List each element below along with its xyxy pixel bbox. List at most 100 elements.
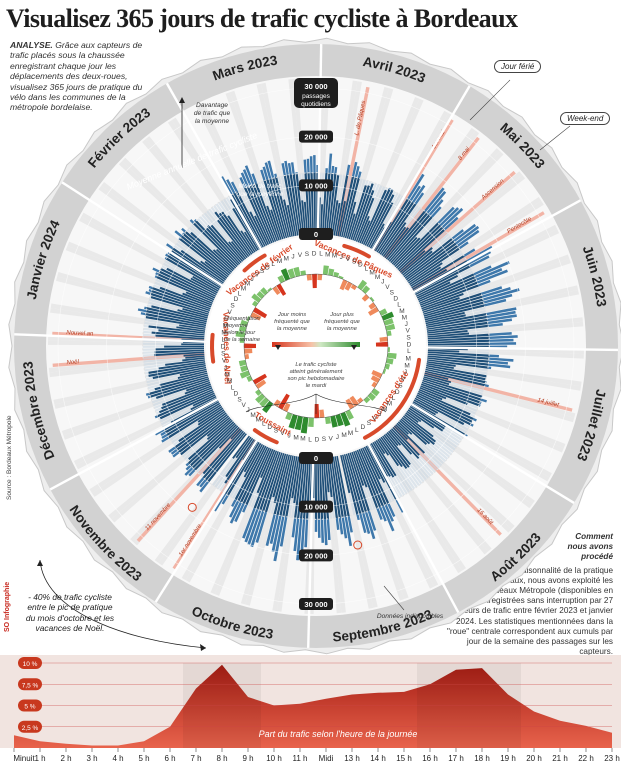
- day-bar: [185, 291, 213, 304]
- day-bar: [181, 343, 205, 346]
- day-bar: [341, 177, 358, 238]
- day-bar-above-mean: [296, 518, 303, 561]
- day-bar-above-mean: [314, 519, 318, 532]
- day-bar-above-mean: [486, 307, 517, 316]
- day-bar: [423, 374, 452, 384]
- weekday-cell: [369, 296, 375, 302]
- pic-line: le mardi: [306, 383, 327, 389]
- day-gap-below-mean: [155, 278, 187, 294]
- day-bar-above-mean: [395, 499, 405, 513]
- day-bar-above-mean: [412, 184, 426, 203]
- day-bar: [270, 209, 282, 240]
- day-bar-above-mean: [426, 190, 447, 214]
- day-gap-below-mean: [169, 421, 199, 441]
- day-bar-above-mean: [320, 519, 325, 543]
- day-bar: [227, 215, 254, 254]
- day-bar: [424, 372, 449, 380]
- weekday-letter: V: [222, 358, 227, 365]
- day-gap-below-mean: [365, 486, 376, 510]
- weekday-letter: V: [405, 328, 410, 335]
- weekday-cell: [356, 397, 364, 404]
- day-bar: [159, 372, 208, 387]
- day-gap-below-mean: [383, 194, 402, 225]
- day-bar-above-mean: [474, 261, 510, 279]
- day-gap-below-mean: [210, 206, 217, 213]
- day-bar-above-mean: [313, 155, 316, 173]
- day-bar: [200, 260, 227, 281]
- day-bar-above-mean: [453, 223, 477, 243]
- day-bar-above-mean: [379, 506, 387, 522]
- day-bar: [426, 321, 488, 332]
- day-bar: [380, 436, 403, 468]
- moins-line: que la moyenne: [237, 191, 284, 198]
- day-gap-below-mean: [280, 175, 289, 206]
- day-bar: [389, 429, 413, 455]
- day-bar: [329, 175, 340, 236]
- day-bar-above-mean: [181, 227, 187, 233]
- day-gap-below-mean: [145, 376, 153, 381]
- day-bar-above-mean: [220, 176, 233, 196]
- day-gap-below-mean: [188, 226, 215, 251]
- day-bar: [156, 276, 214, 303]
- day-gap-below-mean: [155, 411, 160, 415]
- weekday-cell: [370, 375, 381, 384]
- weekday-letter: M: [284, 255, 289, 262]
- day-bar: [193, 425, 239, 471]
- scale-label-bottom: 20 000: [304, 551, 327, 560]
- forty-percent-arrow: [39, 559, 207, 649]
- day-bar: [166, 267, 217, 296]
- day-bar: [283, 199, 293, 237]
- day-bar: [414, 397, 465, 426]
- day-bar: [388, 430, 402, 446]
- day-bar: [358, 449, 384, 507]
- day-bar: [382, 435, 408, 469]
- day-bar-above-mean: [323, 519, 328, 546]
- day-gap-below-mean: [448, 383, 483, 395]
- day-bar-above-mean: [244, 165, 255, 185]
- weekday-letter: J: [405, 321, 408, 328]
- day-gap-below-mean: [206, 210, 233, 243]
- day-bar-above-mean: [384, 504, 394, 522]
- weekday-letter: M: [332, 252, 337, 259]
- day-bar-above-mean: [231, 499, 237, 507]
- day-gap-below-mean: [158, 417, 161, 421]
- day-gap-below-mean: [387, 454, 413, 492]
- day-bar: [161, 387, 213, 410]
- day-bar-above-mean: [293, 518, 300, 552]
- weekday-cell: [244, 353, 250, 360]
- day-bar: [393, 425, 409, 441]
- day-gap-below-mean: [160, 408, 192, 426]
- weekday-cell: [386, 330, 392, 337]
- day-bar-above-mean: [165, 253, 169, 257]
- day-bar: [425, 312, 487, 327]
- day-bar-above-mean: [467, 250, 492, 265]
- day-gap-below-mean: [437, 412, 469, 431]
- hourly-x-label: 16 h: [422, 754, 438, 763]
- day-bar-above-mean: [264, 162, 272, 180]
- day-bar-above-mean: [309, 156, 313, 173]
- day-gap-below-mean: [270, 502, 276, 514]
- day-bar-above-mean: [299, 518, 306, 560]
- weekday-cell: [361, 285, 371, 294]
- day-gap-below-mean: [199, 216, 209, 227]
- day-gap-below-mean: [215, 203, 224, 213]
- scale-box-bottom: [299, 452, 333, 464]
- day-gap-below-mean: [172, 440, 180, 446]
- day-bar-above-mean: [387, 503, 396, 517]
- day-gap-below-mean: [153, 403, 163, 410]
- day-bar: [234, 444, 265, 501]
- day-gap-below-mean: [457, 267, 472, 277]
- pic-connector: [245, 393, 317, 413]
- day-bar: [362, 188, 391, 245]
- day-bar-above-mean: [174, 230, 183, 238]
- day-bar-above-mean: [255, 511, 268, 543]
- day-gap-below-mean: [291, 502, 296, 518]
- day-bar: [272, 453, 287, 498]
- day-bar: [420, 284, 479, 308]
- day-bar: [390, 216, 433, 264]
- holiday-arc: [210, 332, 216, 364]
- weekday-cell: [335, 413, 344, 427]
- weekday-letter: V: [255, 272, 260, 279]
- weekday-letter: J: [288, 433, 291, 440]
- day-gap-below-mean: [448, 378, 485, 390]
